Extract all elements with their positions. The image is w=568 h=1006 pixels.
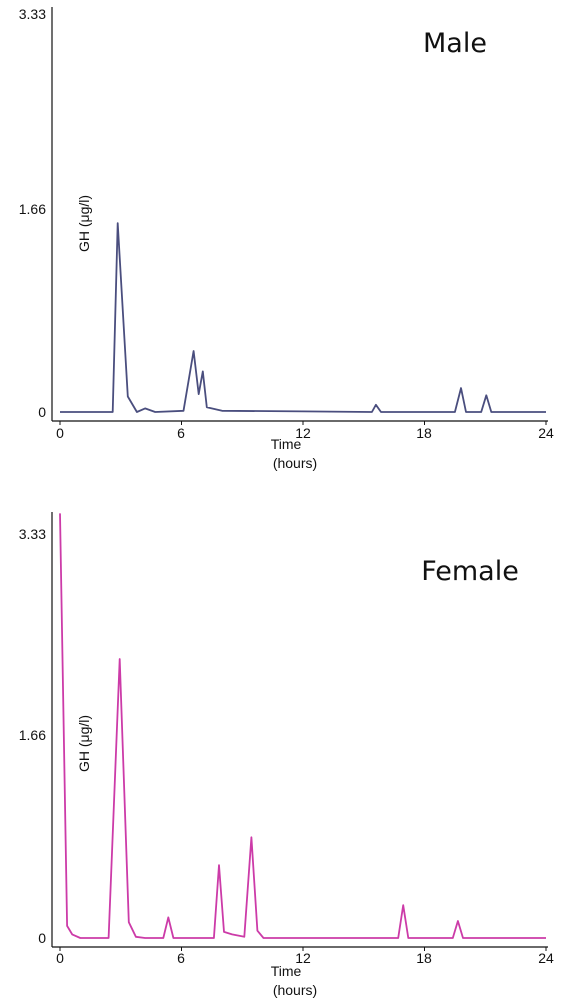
male-x-axis-unit: (hours) (273, 455, 317, 471)
female-x-tick-label: 6 (177, 950, 185, 966)
male-x-axis-title: Time (271, 436, 302, 452)
male-chart-title: Male (423, 28, 487, 59)
male-x-tick-label: 12 (295, 425, 311, 441)
female-y-tick-label: 0 (38, 930, 46, 946)
male-y-axis-title: GH (μg/l) (76, 195, 92, 252)
female-x-axis-title: Time (271, 963, 302, 979)
male-chart-panel: 3.33 1.66 0 0 6 12 18 24 Time (hours) GH… (0, 0, 568, 490)
female-x-tick-label: 12 (295, 950, 311, 966)
male-y-tick-label: 1.66 (19, 201, 46, 217)
male-y-tick-label: 0 (38, 404, 46, 420)
female-x-tick-label: 24 (538, 950, 554, 966)
male-y-tick-label: 3.33 (19, 6, 46, 22)
female-x-tick-label: 18 (416, 950, 432, 966)
female-y-tick-label: 1.66 (19, 727, 46, 743)
male-plot-area: 3.33 1.66 0 0 6 12 18 24 Time (hours) GH… (19, 6, 554, 471)
female-x-tick-label: 0 (56, 950, 64, 966)
female-gh-series-line (59, 513, 546, 939)
female-chart-panel: 3.33 1.66 0 0 6 12 18 24 Time (hours) GH… (0, 490, 568, 1006)
male-growth-hormone-chart: 3.33 1.66 0 0 6 12 18 24 Time (hours) GH… (19, 6, 554, 471)
male-x-tick-label: 24 (538, 425, 554, 441)
female-chart-title: Female (421, 556, 519, 587)
male-x-tick-label: 0 (56, 425, 64, 441)
female-growth-hormone-chart: 3.33 1.66 0 0 6 12 18 24 Time (hours) GH… (19, 512, 554, 998)
female-y-axis-title: GH (μg/l) (76, 715, 92, 772)
male-x-tick-label: 18 (416, 425, 432, 441)
male-x-tick-label: 6 (177, 425, 185, 441)
female-plot-area: 3.33 1.66 0 0 6 12 18 24 Time (hours) GH… (19, 512, 554, 998)
female-x-axis-unit: (hours) (273, 982, 317, 998)
female-y-tick-label: 3.33 (19, 526, 46, 542)
male-gh-series-line (60, 222, 546, 413)
